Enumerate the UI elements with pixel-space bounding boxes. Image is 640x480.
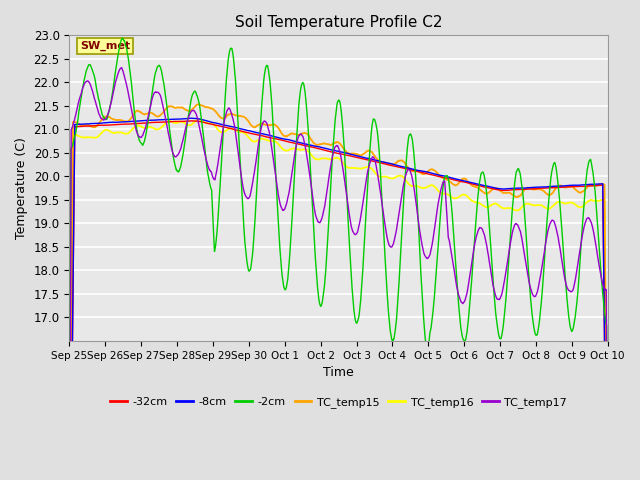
Legend: -32cm, -8cm, -2cm, TC_temp15, TC_temp16, TC_temp17: -32cm, -8cm, -2cm, TC_temp15, TC_temp16,… [106,393,572,412]
X-axis label: Time: Time [323,366,354,379]
Y-axis label: Temperature (C): Temperature (C) [15,137,28,239]
Text: SW_met: SW_met [80,41,131,51]
Title: Soil Temperature Profile C2: Soil Temperature Profile C2 [235,15,442,30]
